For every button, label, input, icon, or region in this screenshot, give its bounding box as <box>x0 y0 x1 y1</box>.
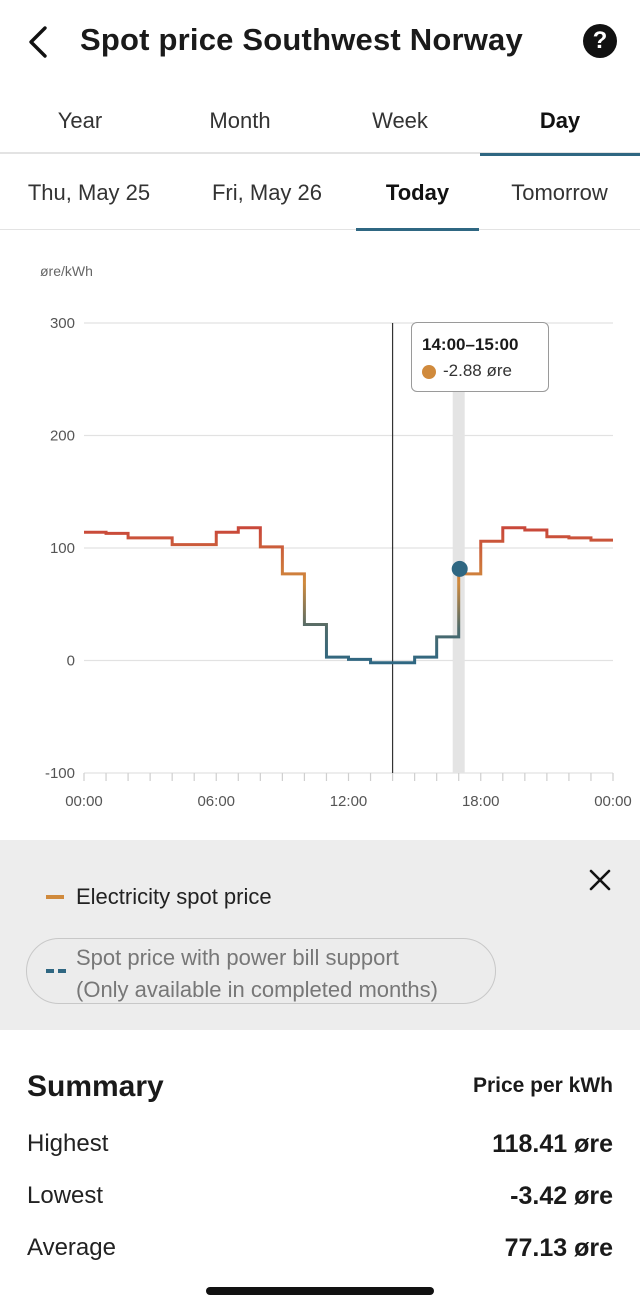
legend-item-spot-price[interactable]: Electricity spot price <box>46 884 272 910</box>
series-line-spot-price <box>84 526 613 665</box>
price-chart-svg: øre/kWh 300 200 100 0 -100 00:00 06:00 12:00 18:… <box>40 263 632 810</box>
x-tick-label: 06:00 <box>197 793 235 810</box>
y-tick-label: 100 <box>50 540 75 557</box>
chart-tooltip: 14:00–15:00 -2.88 øre <box>411 322 549 392</box>
price-chart[interactable]: øre/kWh 300 200 100 0 -100 00:00 06:00 12:00 18:… <box>0 232 640 840</box>
y-axis-unit-label: øre/kWh <box>40 263 93 279</box>
home-indicator <box>206 1287 434 1295</box>
summary-section: Summary Price per kWh Highest 118.41 øre… <box>0 1030 640 1308</box>
tab-day[interactable]: Day <box>480 88 640 156</box>
tooltip-value: -2.88 øre <box>443 361 512 380</box>
chevron-left-icon <box>29 26 47 58</box>
day-tabs: Thu, May 25 Fri, May 26 Today Tomorrow <box>0 156 640 231</box>
day-tab-fri[interactable]: Fri, May 26 <box>211 180 323 205</box>
day-tab-thu[interactable]: Thu, May 25 <box>27 180 151 205</box>
legend-label-bill-support: Spot price with power bill support <box>76 945 399 970</box>
x-tick-label: 00:00 <box>65 793 103 810</box>
app-header: Spot price Southwest Norway ? <box>0 0 640 84</box>
legend-swatch-solid <box>46 895 64 899</box>
legend-item-bill-support[interactable]: Spot price with power bill support (Only… <box>26 938 496 1004</box>
period-tabs: Year Month Week Day <box>0 88 640 156</box>
summary-column-header: Price per kWh <box>472 1074 613 1097</box>
summary-title: Summary <box>27 1070 164 1103</box>
tab-year[interactable]: Year <box>57 108 103 133</box>
summary-row-value-lowest: -3.42 øre <box>510 1182 613 1210</box>
tab-month[interactable]: Month <box>209 108 271 133</box>
summary-row-label-highest: Highest <box>27 1130 109 1157</box>
legend-label-spot-price: Electricity spot price <box>76 884 272 909</box>
help-button[interactable]: ? <box>583 24 617 58</box>
x-tick-label: 00:00 <box>594 793 632 810</box>
legend-close-button[interactable] <box>584 864 616 896</box>
close-icon <box>589 869 611 891</box>
tab-week[interactable]: Week <box>372 108 428 133</box>
summary-row-value-highest: 118.41 øre <box>492 1130 613 1158</box>
help-icon: ? <box>592 27 608 54</box>
day-tab-today[interactable]: Today <box>356 156 479 231</box>
tooltip-series-dot <box>422 365 436 379</box>
selected-point-marker[interactable] <box>451 560 468 577</box>
y-tick-label: 300 <box>50 315 75 332</box>
back-button[interactable] <box>18 22 58 62</box>
page-title: Spot price Southwest Norway <box>80 22 523 57</box>
legend-note-bill-support: (Only available in completed months) <box>76 977 438 1002</box>
day-tab-tomorrow[interactable]: Tomorrow <box>511 180 608 205</box>
y-tick-label: -100 <box>45 765 75 782</box>
summary-row-value-average: 77.13 øre <box>504 1234 613 1262</box>
summary-row-label-average: Average <box>27 1234 116 1261</box>
legend-swatch-dashed <box>46 969 66 973</box>
x-tick-label: 12:00 <box>330 793 368 810</box>
summary-row-label-lowest: Lowest <box>27 1182 104 1209</box>
y-tick-label: 200 <box>50 428 75 445</box>
y-tick-label: 0 <box>67 653 75 670</box>
chart-legend: Electricity spot price Spot price with p… <box>0 840 640 1030</box>
tooltip-title: 14:00–15:00 <box>422 335 519 354</box>
x-tick-label: 18:00 <box>462 793 500 810</box>
